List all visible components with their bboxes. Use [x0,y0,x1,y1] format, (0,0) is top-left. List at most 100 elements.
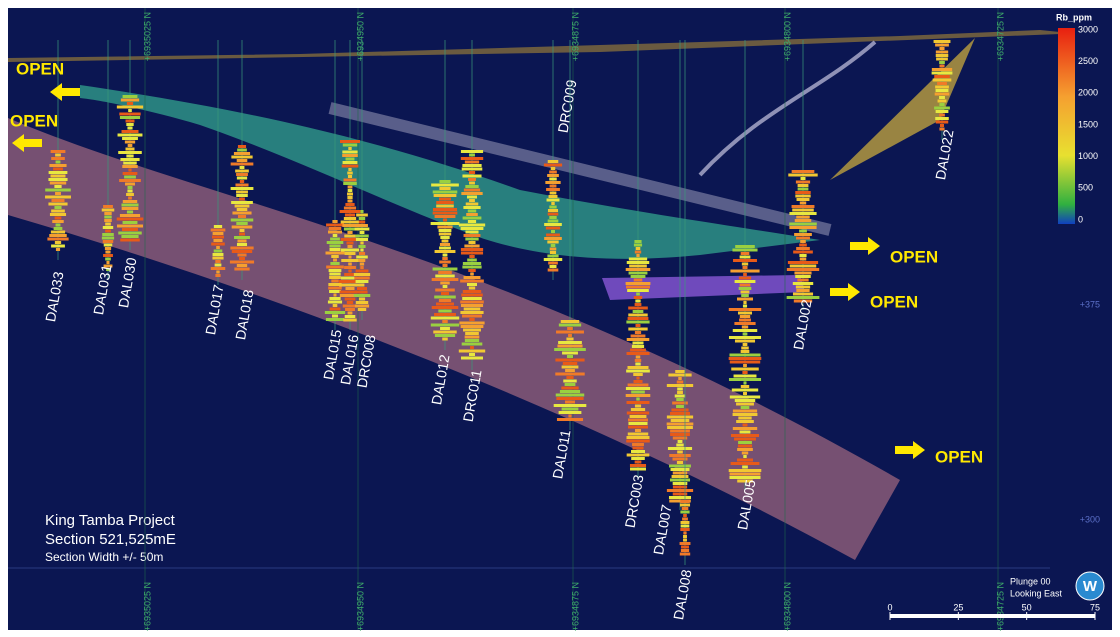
colorbar-tick-label: 1000 [1078,151,1098,161]
logo-text: W [1083,578,1098,595]
assay-bar [116,217,144,221]
assay-bar [211,235,225,239]
assay-bar [440,281,450,285]
assay-bar [237,239,247,243]
assay-bar [347,192,353,196]
assay-bar [630,275,646,278]
assay-bar [549,251,557,254]
assay-bar [740,290,750,294]
assay-bar [340,140,360,143]
assay-bar [549,177,557,181]
assay-bar [122,172,138,175]
assay-bar [237,215,247,218]
assay-bar [672,485,688,489]
assay-bar [104,215,112,219]
view-direction: Looking East [1010,588,1063,598]
assay-bar [358,252,366,255]
assay-bar [102,226,114,229]
assay-bar [789,222,817,226]
assay-bar [737,444,753,448]
scale-label: 50 [1022,602,1032,612]
assay-bar [934,75,950,78]
assay-bar [49,213,67,216]
assay-bar [124,140,136,144]
assay-bar [797,278,809,282]
assay-bar [742,332,748,336]
assay-bar [626,436,650,439]
assay-bar [432,211,458,215]
assay-bar [796,289,810,292]
assay-bar [122,95,138,98]
topography [8,30,1060,62]
assay-bar [103,205,113,208]
assay-bar [627,366,649,369]
assay-bar [549,265,557,268]
assay-bar [679,542,691,545]
assay-bar [568,334,572,337]
assay-bar [728,469,762,472]
assay-bar [634,359,642,362]
assay-bar [681,507,689,510]
assay-bar [633,380,643,383]
assay-bar [126,154,134,158]
assay-bar [126,123,134,126]
assay-bar [628,257,648,261]
assay-bar [672,401,688,405]
assay-bar [440,236,450,239]
assay-bar [432,267,458,271]
assay-bar [465,230,479,234]
assay-bar [626,285,650,289]
assay-bar [547,174,559,177]
assay-bar [670,433,690,436]
assay-bar [122,221,138,224]
assay-bar [359,283,365,287]
assay-bar [215,274,221,277]
assay-bar [736,402,754,406]
assay-bar [636,397,640,401]
assay-bar [671,475,689,478]
assay-bar [740,385,750,388]
assay-bar [325,251,345,255]
assay-bar [734,437,756,441]
assay-bar [344,297,356,301]
assay-bar [635,247,641,250]
assay-bar [683,531,687,535]
assay-bar [231,225,253,229]
assay-bar [669,464,691,468]
assay-bar [628,306,648,310]
assay-bar [232,211,252,215]
assay-bar [121,203,139,207]
assay-bar [742,266,748,269]
assay-bar [128,168,132,172]
assay-bar [327,300,343,304]
assay-bar [633,278,643,282]
assay-bar [566,376,574,379]
assay-bar [434,313,456,316]
open-label: OPEN [16,59,64,78]
assay-bar [128,196,132,200]
assay-bar [791,205,815,208]
assay-bar [635,324,641,327]
assay-bar [116,224,144,228]
assay-bar [626,453,650,457]
assay-bar [440,327,450,330]
assay-bar [626,411,650,415]
assay-bar [120,158,140,161]
assay-bar [464,335,480,339]
assay-bar [937,82,947,85]
assay-bar [325,318,345,321]
assay-bar [737,297,753,301]
assay-bar [45,188,71,192]
assay-bar [738,276,752,280]
assay-bar [794,233,812,236]
assay-bar [732,409,758,413]
assay-bar [215,260,221,263]
assay-bar [355,301,369,304]
assay-bar [729,476,761,479]
assay-bar [469,181,475,185]
assay-bar [458,223,486,227]
northing-label: +6934800 N [782,12,792,61]
assay-bar [344,213,356,217]
